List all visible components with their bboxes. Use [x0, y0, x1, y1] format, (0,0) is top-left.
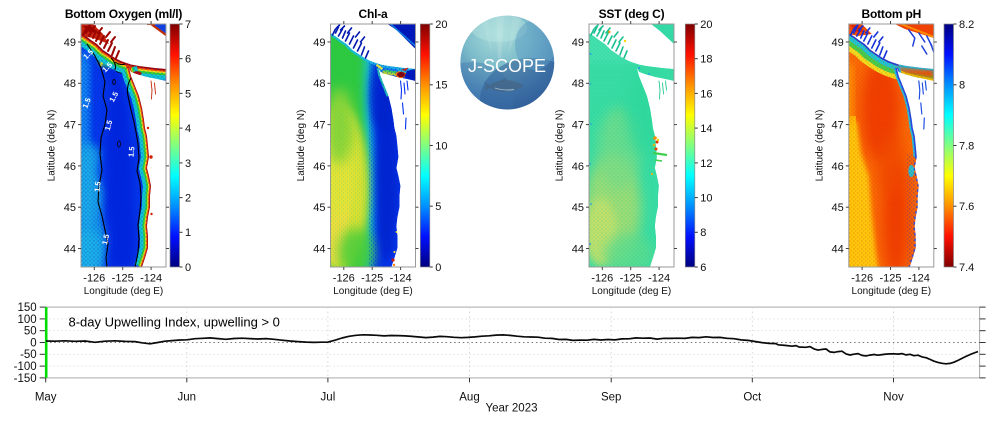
svg-text:47: 47: [313, 120, 325, 132]
svg-text:May: May: [35, 392, 57, 404]
svg-text:2: 2: [185, 193, 191, 205]
svg-text:47: 47: [64, 120, 76, 132]
svg-text:8-day Upwelling Index, upwelli: 8-day Upwelling Index, upwelling > 0: [69, 315, 280, 330]
svg-text:8.2: 8.2: [959, 19, 974, 31]
svg-text:Sep: Sep: [601, 392, 621, 404]
svg-text:-124: -124: [140, 273, 162, 285]
svg-text:7.8: 7.8: [959, 140, 974, 152]
svg-text:44: 44: [832, 243, 844, 255]
svg-text:10: 10: [435, 140, 447, 152]
svg-text:-124: -124: [390, 273, 412, 285]
svg-text:7.4: 7.4: [959, 262, 974, 274]
svg-text:48: 48: [64, 78, 76, 90]
svg-text:Jun: Jun: [178, 392, 197, 404]
svg-text:45: 45: [64, 202, 76, 214]
svg-text:46: 46: [832, 161, 844, 173]
svg-text:48: 48: [313, 78, 325, 90]
svg-text:48: 48: [572, 78, 584, 90]
svg-text:Latitude (deg N): Latitude (deg N): [814, 110, 825, 182]
svg-text:47: 47: [572, 120, 584, 132]
svg-text:8: 8: [700, 227, 706, 239]
svg-text:Aug: Aug: [459, 392, 479, 404]
svg-text:Longitude (deg E): Longitude (deg E): [84, 286, 164, 297]
svg-text:-125: -125: [361, 273, 383, 285]
svg-text:1: 1: [185, 227, 191, 239]
svg-text:45: 45: [313, 202, 325, 214]
svg-text:4: 4: [185, 123, 191, 135]
svg-text:7.6: 7.6: [959, 201, 974, 213]
svg-text:12: 12: [700, 158, 712, 170]
svg-text:49: 49: [313, 37, 325, 49]
svg-text:-126: -126: [851, 273, 873, 285]
svg-text:Bottom Oxygen (ml/l): Bottom Oxygen (ml/l): [65, 7, 183, 21]
svg-text:45: 45: [572, 202, 584, 214]
svg-text:1.5: 1.5: [127, 146, 137, 157]
svg-text:7: 7: [185, 19, 191, 31]
svg-text:-124: -124: [648, 273, 670, 285]
svg-text:49: 49: [832, 37, 844, 49]
svg-text:44: 44: [313, 243, 325, 255]
svg-text:10: 10: [700, 193, 712, 205]
svg-text:46: 46: [64, 161, 76, 173]
svg-text:-125: -125: [620, 273, 642, 285]
svg-text:Latitude (deg N): Latitude (deg N): [555, 110, 566, 182]
svg-text:-125: -125: [879, 273, 901, 285]
svg-text:8: 8: [959, 80, 965, 92]
svg-text:44: 44: [572, 243, 584, 255]
svg-text:Jul: Jul: [321, 392, 336, 404]
svg-text:0: 0: [435, 262, 441, 274]
svg-text:3: 3: [185, 158, 191, 170]
svg-text:47: 47: [832, 120, 844, 132]
svg-text:5: 5: [435, 201, 441, 213]
svg-text:16: 16: [700, 88, 712, 100]
svg-text:1.5: 1.5: [100, 233, 111, 245]
svg-text:-124: -124: [908, 273, 930, 285]
svg-text:20: 20: [435, 19, 447, 31]
svg-text:-125: -125: [112, 273, 134, 285]
svg-text:SST (deg C): SST (deg C): [599, 7, 665, 21]
svg-text:1.5: 1.5: [107, 90, 120, 103]
svg-text:150: 150: [18, 302, 37, 314]
svg-text:Longitude (deg E): Longitude (deg E): [852, 286, 932, 297]
svg-text:46: 46: [313, 161, 325, 173]
svg-text:5: 5: [185, 88, 191, 100]
svg-text:15: 15: [435, 80, 447, 92]
svg-text:Latitude (deg N): Latitude (deg N): [296, 110, 307, 182]
svg-text:44: 44: [64, 243, 76, 255]
svg-text:-50: -50: [20, 349, 37, 361]
svg-text:0: 0: [185, 262, 191, 274]
svg-text:1.5: 1.5: [92, 181, 102, 192]
svg-text:45: 45: [832, 202, 844, 214]
svg-text:-150: -150: [14, 373, 37, 385]
svg-text:49: 49: [572, 37, 584, 49]
svg-text:-126: -126: [83, 273, 105, 285]
svg-text:20: 20: [700, 19, 712, 31]
svg-text:1.5: 1.5: [81, 97, 93, 110]
svg-text:48: 48: [832, 78, 844, 90]
svg-text:Latitude (deg N): Latitude (deg N): [47, 110, 58, 182]
svg-text:-126: -126: [591, 273, 613, 285]
svg-text:50: 50: [24, 326, 37, 338]
svg-text:Nov: Nov: [883, 392, 904, 404]
svg-text:Chl-a: Chl-a: [358, 7, 388, 21]
svg-text:100: 100: [18, 314, 37, 326]
svg-text:49: 49: [64, 37, 76, 49]
svg-text:14: 14: [700, 123, 712, 135]
svg-text:6: 6: [185, 54, 191, 66]
svg-text:0: 0: [30, 337, 36, 349]
svg-text:Bottom pH: Bottom pH: [862, 7, 922, 21]
svg-text:18: 18: [700, 54, 712, 66]
svg-text:1.5: 1.5: [103, 119, 114, 131]
svg-text:-100: -100: [14, 361, 37, 373]
svg-text:Year 2023: Year 2023: [485, 403, 537, 415]
svg-text:46: 46: [572, 161, 584, 173]
svg-text:J-SCOPE: J-SCOPE: [468, 56, 546, 76]
svg-text:6: 6: [700, 262, 706, 274]
svg-text:Oct: Oct: [743, 392, 762, 404]
svg-text:-126: -126: [333, 273, 355, 285]
svg-text:Longitude (deg E): Longitude (deg E): [592, 286, 672, 297]
svg-text:Longitude (deg E): Longitude (deg E): [333, 286, 413, 297]
